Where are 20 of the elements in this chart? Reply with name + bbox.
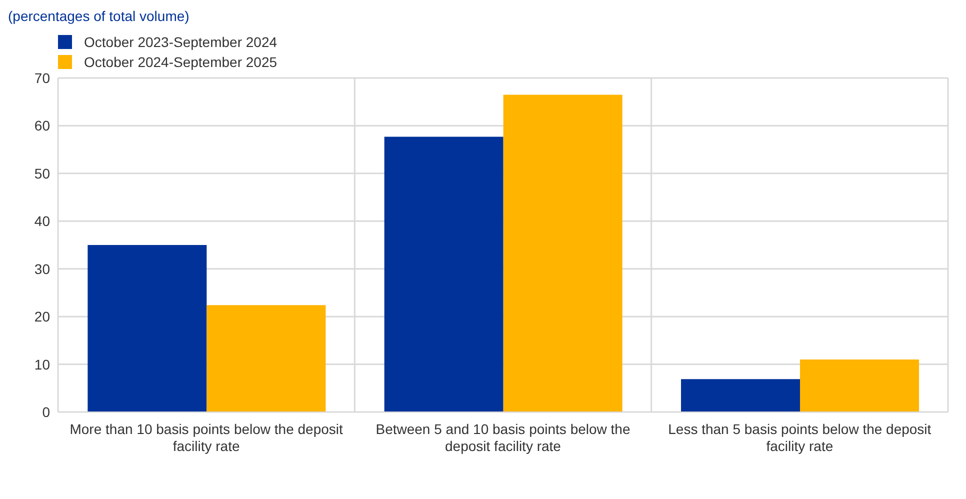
chart-subtitle: (percentages of total volume) [8,8,190,24]
y-tick-label: 40 [34,213,50,230]
bar [384,136,504,412]
y-tick-label: 70 [34,70,50,86]
y-tick-label: 0 [42,404,50,420]
x-tick-label: Between 5 and 10 basis points below the deposit facility rate [376,420,630,454]
bar [88,245,207,412]
bar [503,94,622,412]
bar [800,360,919,412]
y-tick-label: 10 [34,356,50,372]
bar [681,379,800,412]
legend-label: October 2024-September 2025 [84,54,278,70]
y-tick-label: 20 [34,308,50,325]
bar [206,305,326,412]
x-tick-label: Less than 5 basis points below the deposit facility rate [668,420,932,454]
legend-label: October 2023-September 2024 [84,34,278,50]
y-tick-label: 60 [34,118,50,134]
y-tick-label: 50 [34,165,50,182]
x-tick-label: More than 10 basis points below the deposit facility rate [70,420,344,454]
y-tick-label: 30 [34,260,50,277]
